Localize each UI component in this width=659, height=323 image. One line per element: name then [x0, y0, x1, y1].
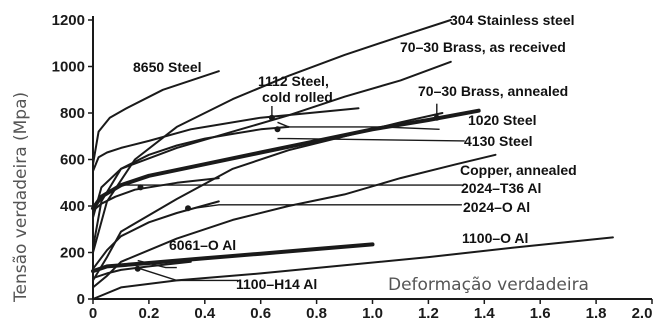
series-2024-t36-al: [92, 177, 220, 212]
x-tick-label: 0: [89, 305, 97, 322]
x-tick-label: 0.4: [194, 305, 216, 322]
y-tick-label: 800: [60, 105, 85, 122]
curve-marker-dot: [134, 265, 141, 272]
leader-line: [193, 204, 462, 209]
x-tick-label: 1.8: [586, 305, 607, 322]
y-axis-title: Tensão verdadeira (Mpa): [11, 92, 31, 303]
y-tick-label: 1000: [52, 59, 85, 76]
series-copper-annealed: [92, 153, 497, 289]
leader-lines: [121, 103, 465, 282]
x-tick-label: 0.6: [250, 305, 271, 322]
x-tick-label: 0.2: [138, 305, 159, 322]
label-copper-annealed: Copper, annealed: [460, 162, 577, 178]
x-tick-label: 1.0: [362, 305, 383, 322]
curve-marker-dot: [274, 126, 281, 133]
label-brass-annealed: 70–30 Brass, annealed: [418, 83, 568, 99]
series-8650-steel: [92, 70, 220, 166]
label-1020-steel: 1020 Steel: [468, 112, 537, 128]
curve-marker-dot: [268, 114, 275, 121]
curve-marker-dot: [433, 114, 440, 121]
series-1112-steel-cold-rolled: [92, 107, 360, 173]
tick-marks: 0 0.2 0.4 0.6 0.8 1.0 1.2 1.4 1.6 1.8 2.0 0 200 400 60…: [52, 12, 653, 322]
x-tick-label: 2.0: [632, 305, 653, 322]
x-tick-label: 1.6: [530, 305, 551, 322]
series-70-30-brass-annealed: [92, 112, 444, 282]
leader-line: [277, 137, 465, 142]
label-1100-o: 1100–O Al: [462, 230, 528, 246]
label-8650-steel: 8650 Steel: [133, 59, 202, 75]
label-2024-o: 2024–O Al: [463, 199, 530, 215]
label-2024-t36: 2024–T36 Al: [461, 180, 541, 196]
y-tick-label: 1200: [52, 12, 85, 29]
annotation-labels: 304 Stainless steel 70–30 Brass, as rece…: [133, 12, 577, 292]
series-1020-steel: [91, 108, 481, 211]
y-tick-label: 200: [60, 245, 85, 262]
leader-line: [277, 121, 440, 130]
series-2024-o-al: [92, 200, 220, 270]
leader-line: [140, 268, 239, 282]
curve-marker-dot: [185, 205, 191, 212]
x-tick-label: 1.4: [474, 305, 496, 322]
series-6061-o-al: [92, 260, 192, 280]
y-tick-label: 600: [60, 152, 85, 169]
label-brass-as-received: 70–30 Brass, as received: [400, 39, 566, 55]
leader-line: [137, 259, 177, 269]
label-304-stainless: 304 Stainless steel: [450, 12, 575, 28]
y-tick-label: 0: [77, 291, 85, 308]
label-1100-h14: 1100–H14 Al: [236, 276, 317, 292]
label-6061-o: 6061–O Al: [169, 237, 236, 253]
x-tick-label: 0.8: [306, 305, 327, 322]
series-1100-o-al: [92, 236, 614, 300]
x-axis-title: Deformação verdadeira: [388, 275, 589, 295]
label-1112-steel-line1: 1112 Steel,: [258, 73, 329, 89]
curve-marker-dot: [137, 184, 144, 191]
y-tick-label: 400: [60, 198, 85, 215]
markers: [134, 114, 440, 272]
label-4130-steel: 4130 Steel: [464, 133, 533, 149]
curves-layer: [91, 19, 614, 300]
x-tick-label: 1.2: [418, 305, 439, 322]
label-1112-steel-line2: cold rolled: [262, 89, 333, 105]
series-4130-steel: [92, 125, 290, 219]
series-1100-h14-al: [91, 242, 375, 274]
